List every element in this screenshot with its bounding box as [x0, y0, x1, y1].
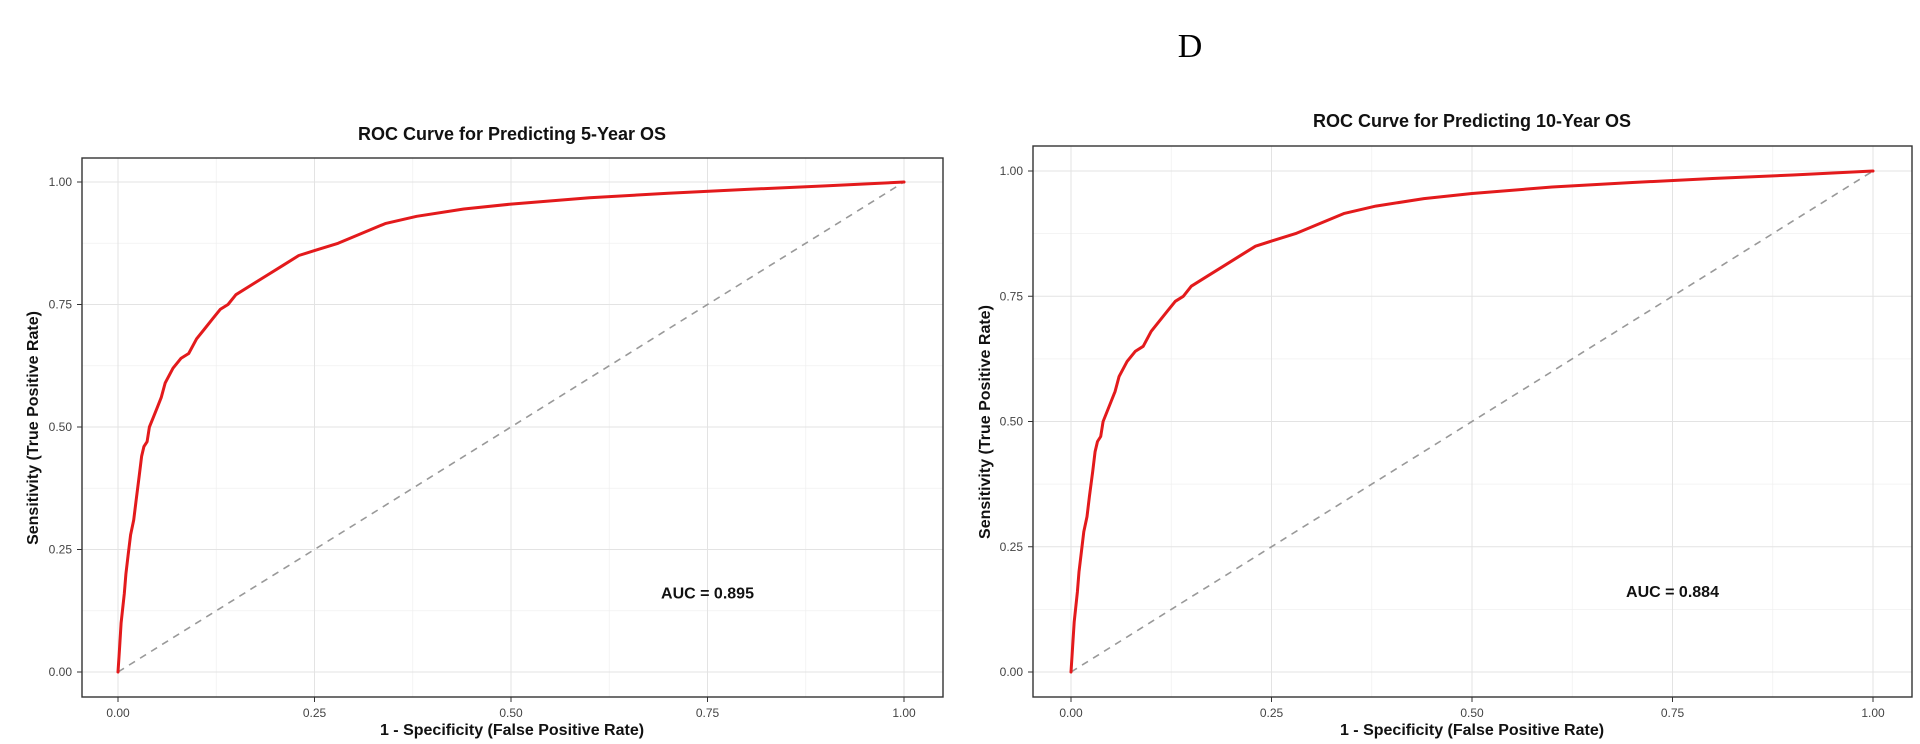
x-tick-label: 1.00	[892, 706, 916, 720]
auc-annotation: AUC = 0.895	[661, 586, 754, 603]
y-axis-label: Sensitivity (True Positive Rate)	[25, 311, 42, 545]
x-tick-label: 0.75	[696, 706, 720, 720]
x-tick-label: 0.25	[303, 706, 327, 720]
auc-annotation: AUC = 0.884	[1626, 584, 1719, 601]
x-tick-label: 1.00	[1861, 706, 1885, 720]
roc-curve-line	[1069, 169, 1875, 674]
y-tick-label: 0.25	[49, 543, 73, 557]
plot-panel-border	[81, 157, 944, 698]
chart-title: ROC Curve for Predicting 5-Year OS	[358, 124, 666, 144]
y-tick-label: 1.00	[49, 175, 73, 189]
roc-chart-5-year: 0.00 0.25 0.50 0.75 1.00 0.00 0.25 0.50 0.75 1.00…	[25, 124, 944, 739]
reference-diagonal-line	[117, 181, 905, 673]
chart-title: ROC Curve for Predicting 10-Year OS	[1313, 111, 1631, 131]
x-tick-label: 0.25	[1260, 706, 1284, 720]
roc-chart-10-year: 0.00 0.25 0.50 0.75 1.00 0.00 0.25 0.50 0.75 1.00…	[977, 111, 1913, 739]
y-tick-label: 0.50	[1000, 415, 1024, 429]
x-tick-label: 0.00	[1059, 706, 1083, 720]
y-tick-label: 0.75	[49, 298, 73, 312]
reference-diagonal-line	[1070, 170, 1874, 673]
y-tick-label: 0.00	[49, 665, 73, 679]
x-axis-label: 1 - Specificity (False Positive Rate)	[1340, 722, 1604, 739]
panel-letter: D	[1178, 28, 1203, 65]
x-axis-label: 1 - Specificity (False Positive Rate)	[380, 722, 644, 739]
x-tick-label: 0.75	[1661, 706, 1685, 720]
y-axis-label: Sensitivity (True Positive Rate)	[977, 305, 994, 539]
x-tick-label: 0.50	[499, 706, 523, 720]
x-tick-label: 0.00	[106, 706, 130, 720]
plot-panel-border	[1032, 145, 1913, 698]
x-tick-label: 0.50	[1460, 706, 1484, 720]
y-tick-label: 0.00	[1000, 665, 1024, 679]
y-tick-label: 0.75	[1000, 289, 1024, 303]
y-tick-label: 1.00	[1000, 164, 1024, 178]
y-tick-label: 0.50	[49, 420, 73, 434]
roc-curve-line	[116, 180, 906, 674]
y-tick-label: 0.25	[1000, 540, 1024, 554]
